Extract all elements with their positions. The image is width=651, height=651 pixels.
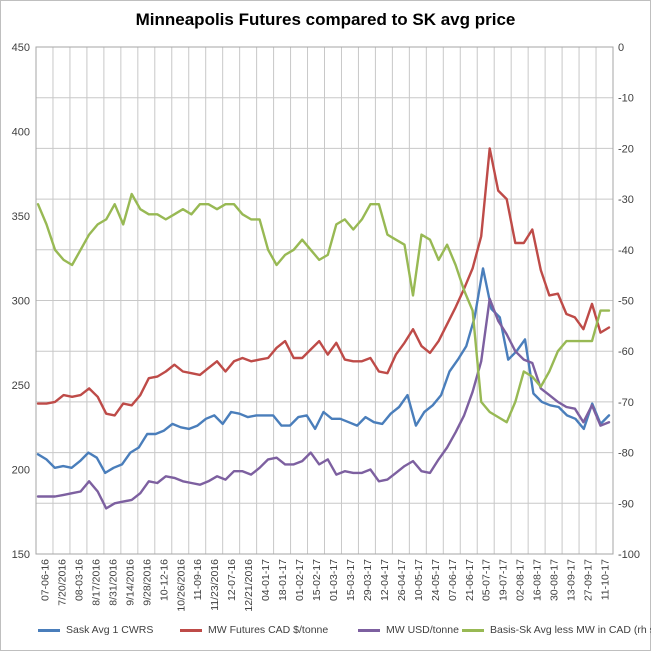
y-left-tick-label: 250 xyxy=(12,380,30,392)
x-tick-label: 07-06-16 xyxy=(39,559,51,601)
x-tick-label: 16-08-17 xyxy=(532,559,544,601)
x-tick-label: 01-03-17 xyxy=(328,559,340,601)
y-right-tick-label: -50 xyxy=(618,296,634,308)
series-line-3 xyxy=(36,192,611,424)
x-tick-label: 12/21/2016 xyxy=(243,559,255,612)
y-right-tick-label: -10 xyxy=(618,93,634,105)
y-right-tick-label: -20 xyxy=(618,143,634,155)
x-tick-label: 08-03-16 xyxy=(73,559,85,601)
x-tick-label: 04-01-17 xyxy=(260,559,272,601)
y-right-tick-label: -60 xyxy=(618,346,634,358)
y-left-tick-label: 200 xyxy=(12,465,30,477)
x-tick-label: 8/31/2016 xyxy=(107,559,119,606)
legend-label-mw-usd: MW USD/tonne xyxy=(386,624,459,636)
x-tick-label: 24-05-17 xyxy=(430,559,442,601)
legend-item-mw-usd: MW USD/tonne xyxy=(358,624,459,636)
x-tick-label: 19-07-17 xyxy=(498,559,510,601)
x-tick-label: 8/17/2016 xyxy=(90,559,102,606)
x-tick-label: 02-08-17 xyxy=(515,559,527,601)
series-line-1 xyxy=(36,147,611,417)
x-tick-label: 10/26/2016 xyxy=(175,559,187,612)
y-right-tick-label: -100 xyxy=(618,549,640,561)
x-tick-label: 7/20/2016 xyxy=(56,559,68,606)
chart-title: Minneapolis Futures compared to SK avg p… xyxy=(135,10,516,29)
y-right-tick-label: -40 xyxy=(618,245,634,257)
x-tick-label: 13-09-17 xyxy=(566,559,578,601)
y-right-tick-label: -30 xyxy=(618,194,634,206)
y-left-tick-label: 300 xyxy=(12,296,30,308)
x-tick-label: 18-01-17 xyxy=(277,559,289,601)
legend-swatch-basis xyxy=(462,628,484,632)
x-tick-label: 10-12-16 xyxy=(158,559,170,601)
x-tick-label: 05-07-17 xyxy=(481,559,493,601)
x-tick-label: 26-04-17 xyxy=(396,559,408,601)
x-tick-label: 11/23/2016 xyxy=(209,559,221,611)
series-line-0 xyxy=(36,267,611,475)
legend-item-basis: Basis-Sk Avg less MW in CAD (rh scale) xyxy=(462,624,651,636)
legend-label-mw-cad: MW Futures CAD $/tonne xyxy=(208,624,329,636)
x-tick-label: 21-06-17 xyxy=(464,559,476,601)
x-tick-label: 15-03-17 xyxy=(345,559,357,601)
legend-item-mw-cad: MW Futures CAD $/tonne xyxy=(180,624,328,636)
x-tick-label: 11-09-16 xyxy=(192,559,204,600)
legend: Sask Avg 1 CWRS MW Futures CAD $/tonne M… xyxy=(0,624,651,644)
y-right-tick-label: -80 xyxy=(618,448,634,460)
legend-swatch-sask xyxy=(38,628,60,632)
y-left-tick-label: 350 xyxy=(12,211,30,223)
y-right-tick-label: -90 xyxy=(618,498,634,510)
x-tick-label: 01-02-17 xyxy=(294,559,306,601)
x-tick-label: 12-07-16 xyxy=(226,559,238,601)
y-left-tick-label: 450 xyxy=(12,42,30,54)
y-left-tick-label: 400 xyxy=(12,127,30,139)
y-left-tick-label: 150 xyxy=(12,549,30,561)
x-tick-label: 9/28/2016 xyxy=(141,559,153,606)
legend-label-basis: Basis-Sk Avg less MW in CAD (rh scale) xyxy=(490,624,651,636)
x-tick-label: 11-10-17 xyxy=(600,559,612,600)
y-right-tick-label: 0 xyxy=(618,42,624,54)
x-tick-label: 15-02-17 xyxy=(311,559,323,601)
x-tick-label: 30-08-17 xyxy=(549,559,561,601)
x-tick-label: 9/14/2016 xyxy=(124,559,136,606)
legend-item-sask: Sask Avg 1 CWRS xyxy=(38,624,153,636)
legend-label-sask: Sask Avg 1 CWRS xyxy=(66,624,154,636)
legend-swatch-mw-cad xyxy=(180,628,202,632)
legend-swatch-mw-usd xyxy=(358,628,380,632)
x-tick-label: 27-09-17 xyxy=(583,559,595,601)
x-tick-label: 07-06-17 xyxy=(447,559,459,601)
series-line-2 xyxy=(36,297,611,510)
y-right-tick-label: -70 xyxy=(618,397,634,409)
x-tick-label: 10-05-17 xyxy=(413,559,425,601)
x-tick-label: 29-03-17 xyxy=(362,559,374,601)
x-tick-label: 12-04-17 xyxy=(379,559,391,601)
